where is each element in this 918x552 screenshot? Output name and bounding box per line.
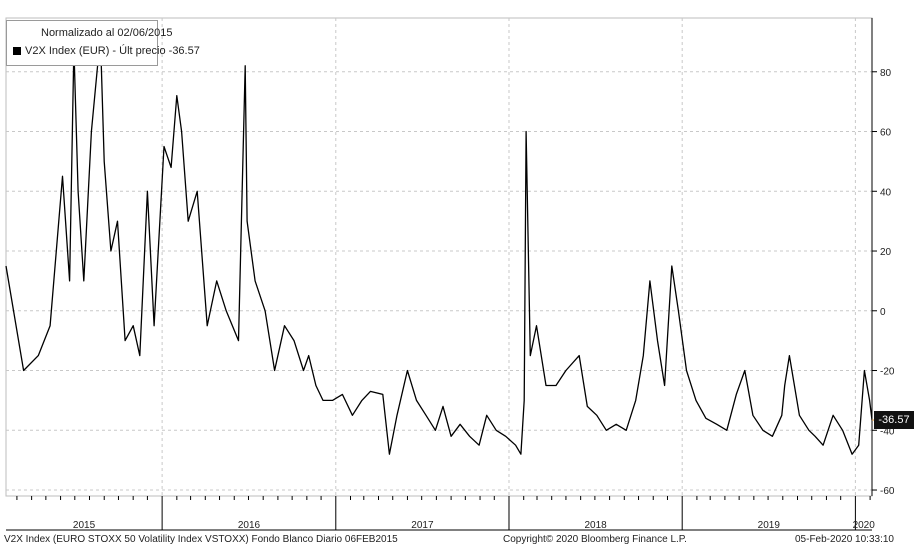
x-year-label: 2015 xyxy=(73,520,96,531)
footer-center: Copyright© 2020 Bloomberg Finance L.P. xyxy=(503,534,687,545)
y-tick-label: -60 xyxy=(880,486,895,497)
x-year-label: 2018 xyxy=(584,520,607,531)
x-year-label: 2016 xyxy=(238,520,261,531)
legend-title: Normalizado al 02/06/2015 xyxy=(41,27,173,39)
legend-swatch xyxy=(13,47,21,55)
y-tick-label: 60 xyxy=(880,128,892,139)
legend-series-label: V2X Index (EUR) - Últ precio -36.57 xyxy=(25,45,200,57)
y-tick-label: 80 xyxy=(880,68,892,79)
footer-right: 05-Feb-2020 10:33:10 xyxy=(795,534,894,545)
legend: Normalizado al 02/06/2015 V2X Index (EUR… xyxy=(6,20,200,66)
x-axis: 2015 2016 2017 2018 2019 2020 xyxy=(6,496,875,531)
x-year-label: 2020 xyxy=(853,520,876,531)
footer-left: V2X Index (EURO STOXX 50 Volatility Inde… xyxy=(4,534,398,545)
y-tick-label: -40 xyxy=(880,426,895,437)
plot-area xyxy=(5,17,873,497)
x-year-label: 2017 xyxy=(411,520,434,531)
y-tick-label: 20 xyxy=(880,247,892,258)
y-tick-label: -20 xyxy=(880,367,895,378)
grid xyxy=(6,18,872,496)
y-tick-label: 0 xyxy=(880,307,886,318)
y-tick-label: 40 xyxy=(880,187,892,198)
legend-entry: V2X Index (EUR) - Últ precio -36.57 xyxy=(13,45,200,57)
x-year-label: 2019 xyxy=(758,520,781,531)
series-line xyxy=(5,35,873,455)
last-value-tag: -36.57 xyxy=(874,411,914,430)
